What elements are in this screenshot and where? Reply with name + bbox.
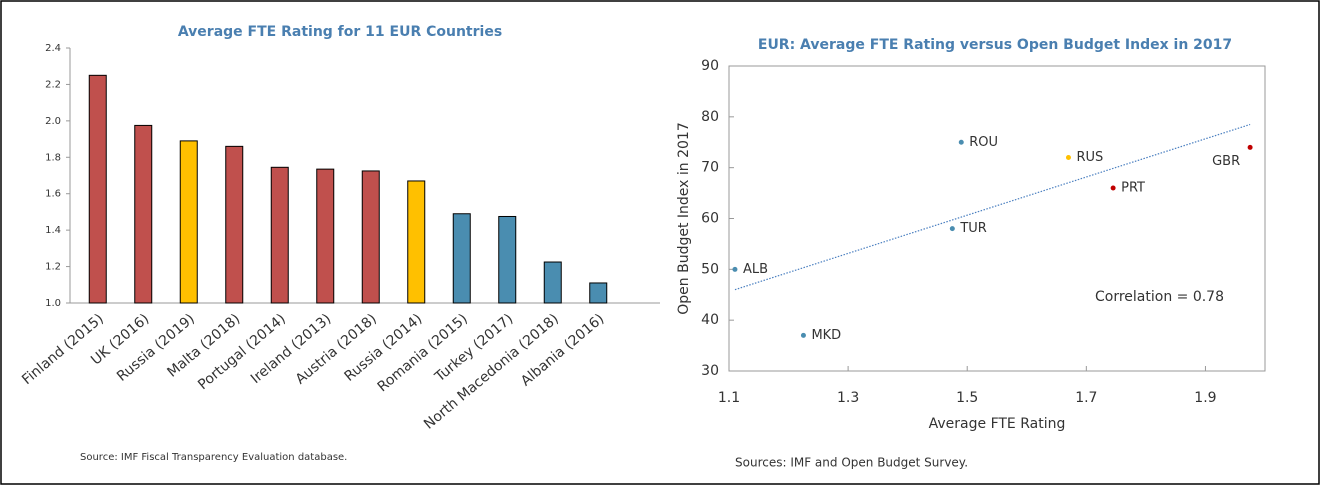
x-tick-label: Russia (2019) [114,311,198,385]
point-label: RUS [1076,150,1103,165]
bar [225,145,244,304]
y-tick-label: 2.2 [45,79,61,90]
point [1110,185,1116,191]
bar [134,124,153,304]
y-tick-label: 2.4 [45,43,61,54]
y-tick-label: 60 [701,211,719,227]
x-tick-label: Russia (2014) [342,311,426,385]
bar [498,215,517,304]
point-label: TUR [959,221,987,236]
point [1065,155,1071,160]
point-label: ROU [969,135,998,150]
source-note: Sources: IMF and Open Budget Survey. [735,456,968,470]
bar [88,74,107,304]
bar [179,140,198,304]
point [958,139,964,145]
chart-title: Average FTE Rating for 11 EUR Countries [178,24,502,40]
point-label: MKD [811,328,841,343]
x-tick-label: Turkey (2017) [431,311,516,386]
annotation: Correlation = 0.78 [1095,289,1224,305]
x-tick-label: 1.3 [837,390,859,406]
x-tick-label: 1.1 [718,390,740,406]
y-tick-label: 1.8 [45,152,61,163]
point-label: PRT [1121,181,1145,196]
bar [452,213,471,304]
point [949,226,955,232]
x-tick-label: 1.9 [1194,390,1216,406]
y-tick-label: 1.4 [45,225,61,236]
bar [407,180,426,304]
x-tick-label: Ireland (2013) [248,311,334,387]
bar [543,261,562,304]
point-label: ALB [743,262,768,277]
x-tick-label: Finland (2015) [19,311,107,388]
x-tick-label: 1.5 [956,390,978,406]
bar [270,166,289,304]
y-tick-label: 90 [701,58,719,74]
y-tick-label: 1.2 [45,262,61,273]
y-tick-label: 80 [701,109,719,125]
y-tick-label: 2.0 [45,116,61,127]
y-tick-label: 70 [701,160,719,176]
x-tick-label: Austria (2018) [293,311,380,388]
x-tick-label: 1.7 [1075,390,1097,406]
source-note: Source: IMF Fiscal Transparency Evaluati… [80,452,347,463]
y-tick-label: 30 [701,363,719,379]
point [732,266,738,272]
bar [361,170,380,304]
point [1247,144,1253,150]
y-tick-label: 1.0 [45,298,61,309]
bar [589,282,608,304]
trendline [734,123,1251,291]
y-tick-label: 1.6 [45,189,61,200]
y-tick-label: 50 [701,261,719,277]
plot-frame [728,65,1266,372]
bar [316,168,335,304]
x-tick-label: Albania (2016) [518,311,607,390]
y-axis-label: Open Budget Index in 2017 [676,122,692,314]
point-label: GBR [1212,154,1240,169]
chart-title: EUR: Average FTE Rating versus Open Budg… [758,37,1232,53]
x-axis-label: Average FTE Rating [929,416,1066,432]
y-tick-label: 40 [701,312,719,328]
point [800,332,806,338]
